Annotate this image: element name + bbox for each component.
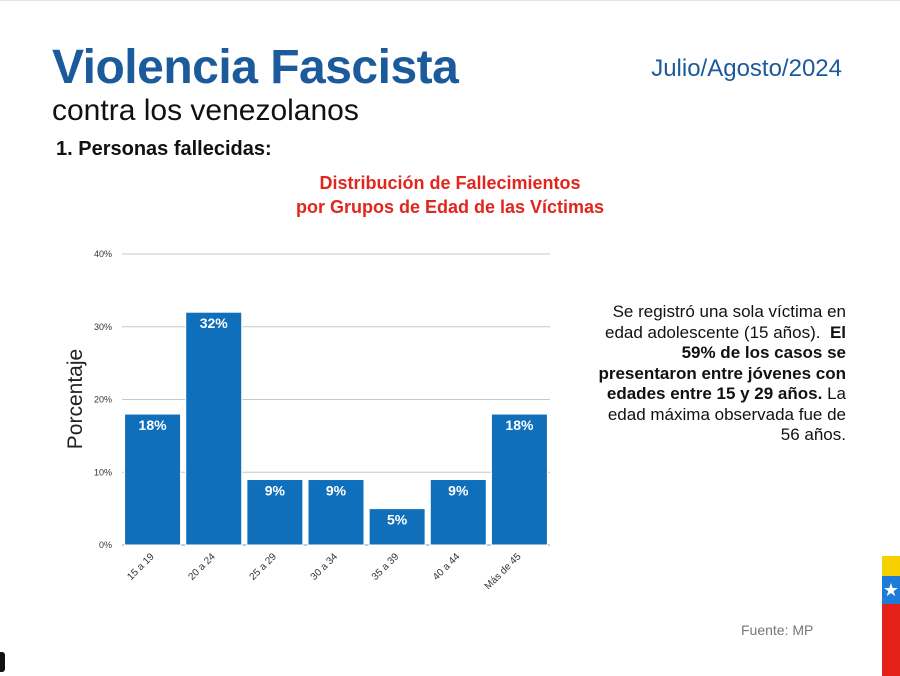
x-tick-label: Más de 45: [483, 551, 524, 592]
edge-mark: [0, 652, 5, 672]
bar: [307, 479, 365, 546]
summary-p1: Se registró una sola víctima en edad ado…: [604, 302, 846, 342]
star-icon: ★: [882, 580, 900, 600]
section-heading: 1. Personas fallecidas:: [56, 138, 272, 160]
y-tick-label: 10%: [94, 467, 112, 477]
flag-blue-stripe: ★: [882, 576, 900, 604]
y-tick-label: 20%: [94, 395, 112, 405]
bar-value-label: 18%: [139, 417, 168, 433]
bar-value-label: 18%: [505, 417, 534, 433]
bar: [246, 479, 304, 546]
bar-value-label: 9%: [326, 483, 347, 499]
x-tick-label: 35 a 39: [370, 551, 402, 583]
y-tick-label: 0%: [99, 540, 112, 550]
bar: [490, 413, 548, 546]
bar: [429, 479, 487, 546]
bar-value-label: 5%: [387, 512, 408, 528]
top-border: [0, 0, 900, 1]
bar: [368, 508, 426, 546]
bar: [124, 413, 182, 546]
summary-p3: La edad máxima observada fue de 56 años.: [607, 384, 846, 444]
page-subtitle: contra los venezolanos: [52, 94, 359, 127]
source-label: Fuente: MP: [741, 622, 814, 638]
y-tick-label: 40%: [94, 249, 112, 259]
summary-p2-bold: El 59% de los casos se presentaron entre…: [598, 322, 846, 404]
chart-title-line2: por Grupos de Edad de las Víctimas: [295, 197, 605, 217]
summary-text: Se registró una sola víctima en edad ado…: [588, 302, 846, 446]
x-tick-label: 15 a 19: [125, 551, 157, 583]
flag-yellow-stripe: [882, 556, 900, 576]
x-tick-label: 30 a 34: [309, 551, 341, 583]
y-tick-label: 30%: [94, 322, 112, 332]
x-tick-label: 20 a 24: [186, 551, 218, 583]
page-title: Violencia Fascista: [52, 41, 459, 94]
bar: [185, 311, 243, 546]
x-tick-label: 40 a 44: [431, 551, 463, 583]
bar-value-label: 32%: [200, 315, 229, 331]
bar-value-label: 9%: [265, 483, 286, 499]
chart-title-line1: Distribución de Fallecimientos: [319, 173, 581, 193]
y-axis-label: Porcentaje: [64, 349, 87, 449]
flag-decoration: ★: [882, 556, 900, 676]
flag-red-stripe: [882, 604, 900, 676]
x-tick-label: 25 a 29: [248, 551, 280, 583]
bar-value-label: 9%: [448, 483, 469, 499]
date-label: Julio/Agosto/2024: [651, 55, 842, 82]
